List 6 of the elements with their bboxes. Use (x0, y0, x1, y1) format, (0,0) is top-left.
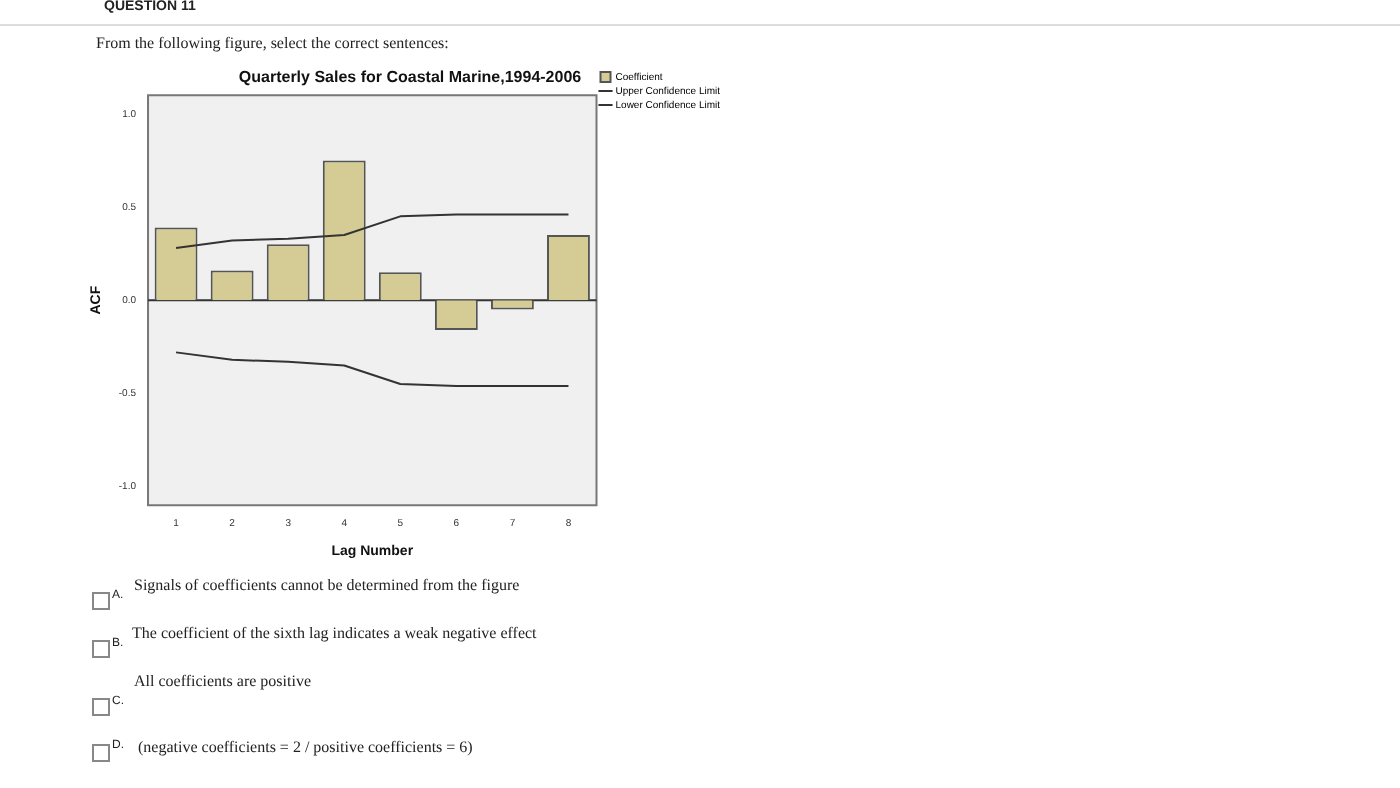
chart-title: Quarterly Sales for Coastal Marine,1994-2006 (238, 68, 583, 87)
text: The coefficient of the sixth lag indicates a weak negative effect (132, 624, 537, 642)
text: From the following figure, select the correct sentences: (96, 34, 449, 52)
text: Signals of coefficients cannot be determined from the figure (134, 576, 520, 594)
text: (negative coefficients = 2 / positive coefficients = 6) (138, 738, 473, 756)
text: All coefficients are positive (134, 672, 311, 690)
